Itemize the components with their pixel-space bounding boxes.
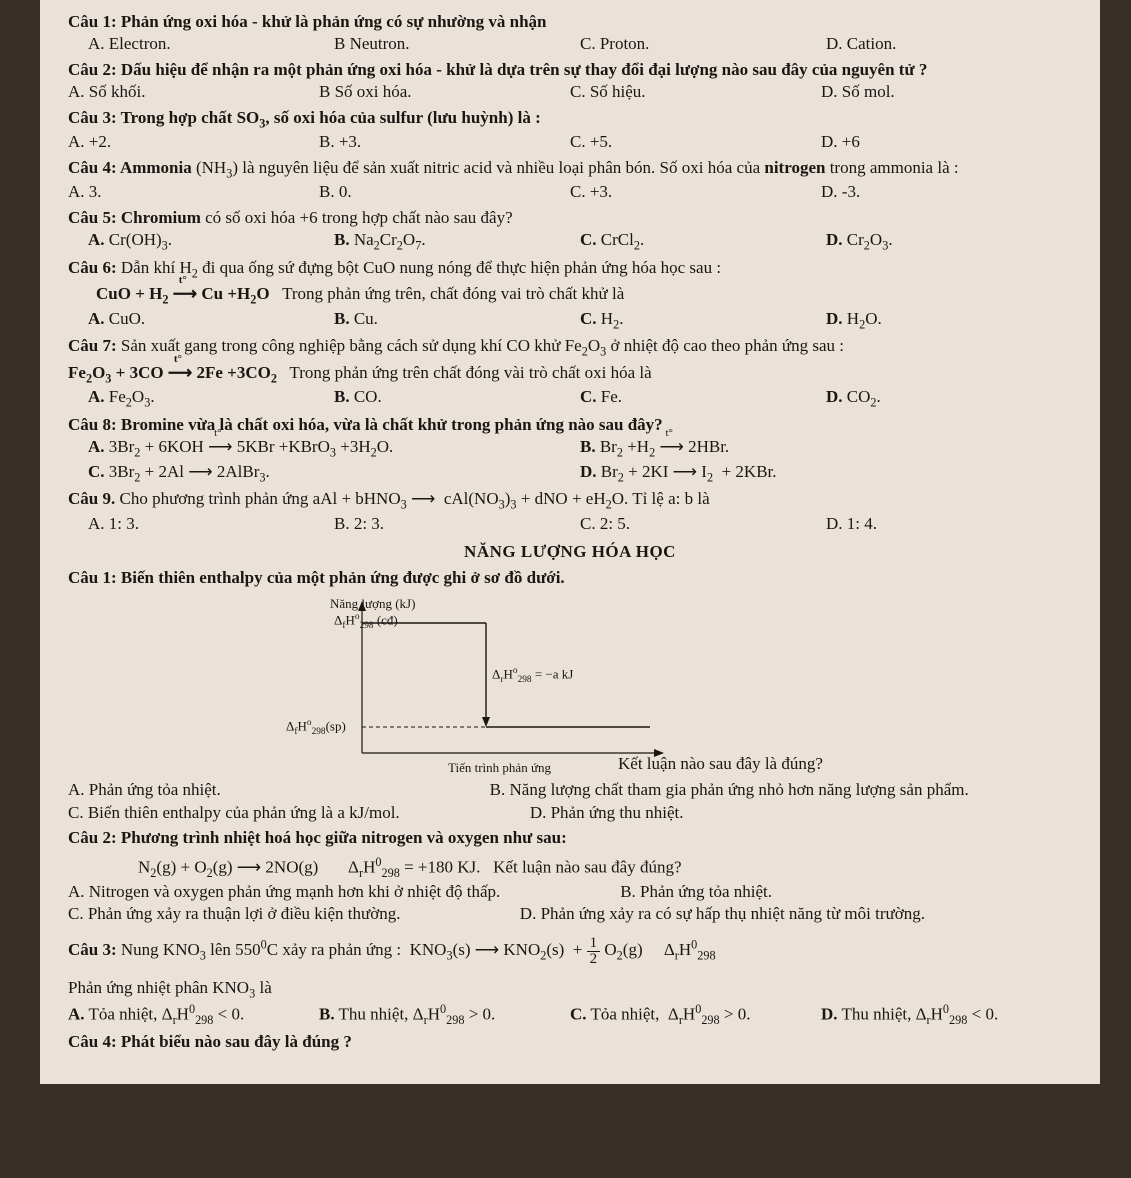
q3-stem: Câu 3: Trong hợp chất SO3, số oxi hóa củ… xyxy=(68,108,541,127)
q8-optD: D. Br2 + 2KI ⟶ I2 + 2KBr. xyxy=(580,461,1072,486)
exam-page: Câu 1: Phản ứng oxi hóa - khử là phản ứn… xyxy=(40,0,1100,1084)
q8: Câu 8: Bromine vừa là chất oxi hóa, vừa … xyxy=(68,414,1072,486)
section-title: NĂNG LƯỢNG HÓA HỌC xyxy=(68,541,1072,563)
q7-eq: Fe2O3 + 3CO t°⟶ 2Fe +3CO2 Trong phản ứng… xyxy=(68,362,1072,387)
s2q3-substem: Phản ứng nhiệt phân KNO3 là xyxy=(68,977,1072,1002)
q6: Câu 6: Dẫn khí H2 đi qua ống sứ đựng bột… xyxy=(68,257,1072,333)
q9-stem: Câu 9. Cho phương trình phản ứng aAl + b… xyxy=(68,489,710,508)
s2q2-eq: N2(g) + O2(g) ⟶ 2NO(g) ΔrH0298 = +180 KJ… xyxy=(138,854,1072,881)
q3-optC: C. +5. xyxy=(570,131,821,153)
q9-optA: A. 1: 3. xyxy=(88,513,334,535)
q2-optA: A. Số khối. xyxy=(68,81,319,103)
s2q2-optA: A. Nitrogen và oxygen phản ứng mạnh hơn … xyxy=(68,881,620,903)
s2q1: Câu 1: Biến thiên enthalpy của một phản … xyxy=(68,567,1072,824)
s2q1-optC: C. Biến thiên enthalpy của phản ứng là a… xyxy=(68,802,530,824)
q2-optB: B Số oxi hóa. xyxy=(319,81,570,103)
q8-stem: Câu 8: Bromine vừa là chất oxi hóa, vừa … xyxy=(68,415,663,434)
q3-stem-post: , số oxi hóa của sulfur (lưu huỳnh) là : xyxy=(265,108,540,127)
q4-stem: Câu 4: Ammonia (NH3) là nguyên liệu để s… xyxy=(68,158,959,177)
s2q4-stem: Câu 4: Phát biểu nào sau đây là đúng ? xyxy=(68,1032,352,1051)
q8-optC: C. 3Br2 + 2Al ⟶ 2AlBr3. xyxy=(88,461,580,486)
q4-optA: A. 3. xyxy=(68,181,319,203)
q6-optB: B. Cu. xyxy=(334,308,580,333)
s2q3-optD: D. Thu nhiệt, ΔrH0298 < 0. xyxy=(821,1001,1072,1028)
s2q1-optB: B. Năng lượng chất tham gia phản ứng nhỏ… xyxy=(490,779,1072,801)
enthalpy-diagram: Năng lượng (kJ) ΔfHo298 (cđ) ΔfHo298(sp)… xyxy=(268,595,698,775)
enthalpy-svg xyxy=(358,601,668,763)
q1-optB: B Neutron. xyxy=(334,33,580,55)
q5-optB: B. Na2Cr2O7. xyxy=(334,229,580,254)
q9-optD: D. 1: 4. xyxy=(826,513,1072,535)
q9-optC: C. 2: 5. xyxy=(580,513,826,535)
q7: Câu 7: Sản xuất gang trong công nghiệp b… xyxy=(68,335,1072,411)
q2-stem: Câu 2: Dấu hiệu để nhận ra một phản ứng … xyxy=(68,60,927,79)
s2q3-optC: C. Tỏa nhiệt, ΔrH0298 > 0. xyxy=(570,1001,821,1028)
q5-optC: C. CrCl2. xyxy=(580,229,826,254)
q4-optC: C. +3. xyxy=(570,181,821,203)
s2q3: Câu 3: Nung KNO3 lên 5500C xảy ra phản ứ… xyxy=(68,936,1072,1029)
q6-eq: CuO + H2 t°⟶ Cu +H2O Trong phản ứng trên… xyxy=(96,283,1072,308)
q5-optA: A. Cr(OH)3. xyxy=(88,229,334,254)
q7-optB: B. CO. xyxy=(334,386,580,411)
q5: Câu 5: Chromium có số oxi hóa +6 trong h… xyxy=(68,207,1072,254)
q2: Câu 2: Dấu hiệu để nhận ra một phản ứng … xyxy=(68,59,1072,104)
q6-optC: C. H2. xyxy=(580,308,826,333)
q5-stem: Câu 5: Chromium có số oxi hóa +6 trong h… xyxy=(68,208,513,227)
q2-optC: C. Số hiệu. xyxy=(570,81,821,103)
q6-optD: D. H2O. xyxy=(826,308,1072,333)
q7-optC: C. Fe. xyxy=(580,386,826,411)
q9: Câu 9. Cho phương trình phản ứng aAl + b… xyxy=(68,488,1072,535)
s2q2-optB: B. Phản ứng tỏa nhiệt. xyxy=(620,881,1072,903)
s2q1-optA: A. Phản ứng tỏa nhiệt. xyxy=(68,779,490,801)
s2q2: Câu 2: Phương trình nhiệt hoá học giữa n… xyxy=(68,827,1072,926)
q5-optD: D. Cr2O3. xyxy=(826,229,1072,254)
q7-optA: A. Fe2O3. xyxy=(88,386,334,411)
q6-stem: Câu 6: Dẫn khí H2 đi qua ống sứ đựng bột… xyxy=(68,258,721,277)
q1-optD: D. Cation. xyxy=(826,33,1072,55)
q3-stem-pre: Câu 3: Trong hợp chất SO xyxy=(68,108,259,127)
q1-stem: Câu 1: Phản ứng oxi hóa - khử là phản ứn… xyxy=(68,12,547,31)
s2q3-stem: Câu 3: Nung KNO3 lên 5500C xảy ra phản ứ… xyxy=(68,940,716,959)
q9-optB: B. 2: 3. xyxy=(334,513,580,535)
diagram-sp-label: ΔfHo298(sp) xyxy=(286,717,346,738)
s2q2-stem: Câu 2: Phương trình nhiệt hoá học giữa n… xyxy=(68,828,567,847)
q7-stem: Câu 7: Sản xuất gang trong công nghiệp b… xyxy=(68,336,844,355)
s2q3-optB: B. Thu nhiệt, ΔrH0298 > 0. xyxy=(319,1001,570,1028)
q7-optD: D. CO2. xyxy=(826,386,1072,411)
s2q3-optA: A. Tỏa nhiệt, ΔrH0298 < 0. xyxy=(68,1001,319,1028)
s2q1-optD: D. Phản ứng thu nhiệt. xyxy=(530,802,1032,824)
s2q2-optC: C. Phản ứng xảy ra thuận lợi ở điều kiện… xyxy=(68,903,520,925)
q1: Câu 1: Phản ứng oxi hóa - khử là phản ứn… xyxy=(68,11,1072,56)
q3-optA: A. +2. xyxy=(68,131,319,153)
q4: Câu 4: Ammonia (NH3) là nguyên liệu để s… xyxy=(68,157,1072,204)
q3-optD: D. +6 xyxy=(821,131,1072,153)
q1-optA: A. Electron. xyxy=(88,33,334,55)
q2-optD: D. Số mol. xyxy=(821,81,1072,103)
q8-optA: A. 3Br2 + 6KOH t°⟶ 5KBr +KBrO3 +3H2O. xyxy=(88,436,580,461)
q4-optD: D. -3. xyxy=(821,181,1072,203)
s2q1-stem: Câu 1: Biến thiên enthalpy của một phản … xyxy=(68,568,565,587)
q8-optB: B. Br2 +H2 t°⟶ 2HBr. xyxy=(580,436,1072,461)
q4-optB: B. 0. xyxy=(319,181,570,203)
s2q2-optD: D. Phản ứng xảy ra có sự hấp thụ nhiệt n… xyxy=(520,903,1072,925)
q1-optC: C. Proton. xyxy=(580,33,826,55)
s2q4: Câu 4: Phát biểu nào sau đây là đúng ? xyxy=(68,1031,1072,1053)
q3: Câu 3: Trong hợp chất SO3, số oxi hóa củ… xyxy=(68,107,1072,154)
q3-optB: B. +3. xyxy=(319,131,570,153)
q6-optA: A. CuO. xyxy=(88,308,334,333)
